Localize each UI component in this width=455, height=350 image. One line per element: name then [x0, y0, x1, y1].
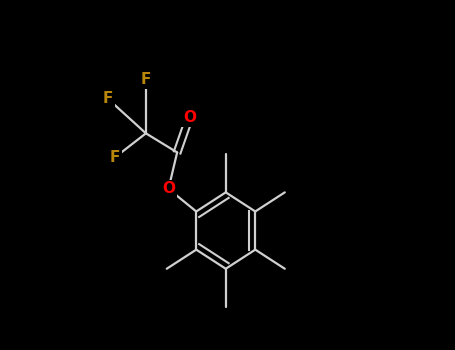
Text: O: O [162, 181, 175, 196]
Text: O: O [183, 110, 196, 125]
Text: F: F [110, 150, 120, 165]
Text: F: F [102, 91, 113, 106]
Text: F: F [141, 72, 151, 87]
